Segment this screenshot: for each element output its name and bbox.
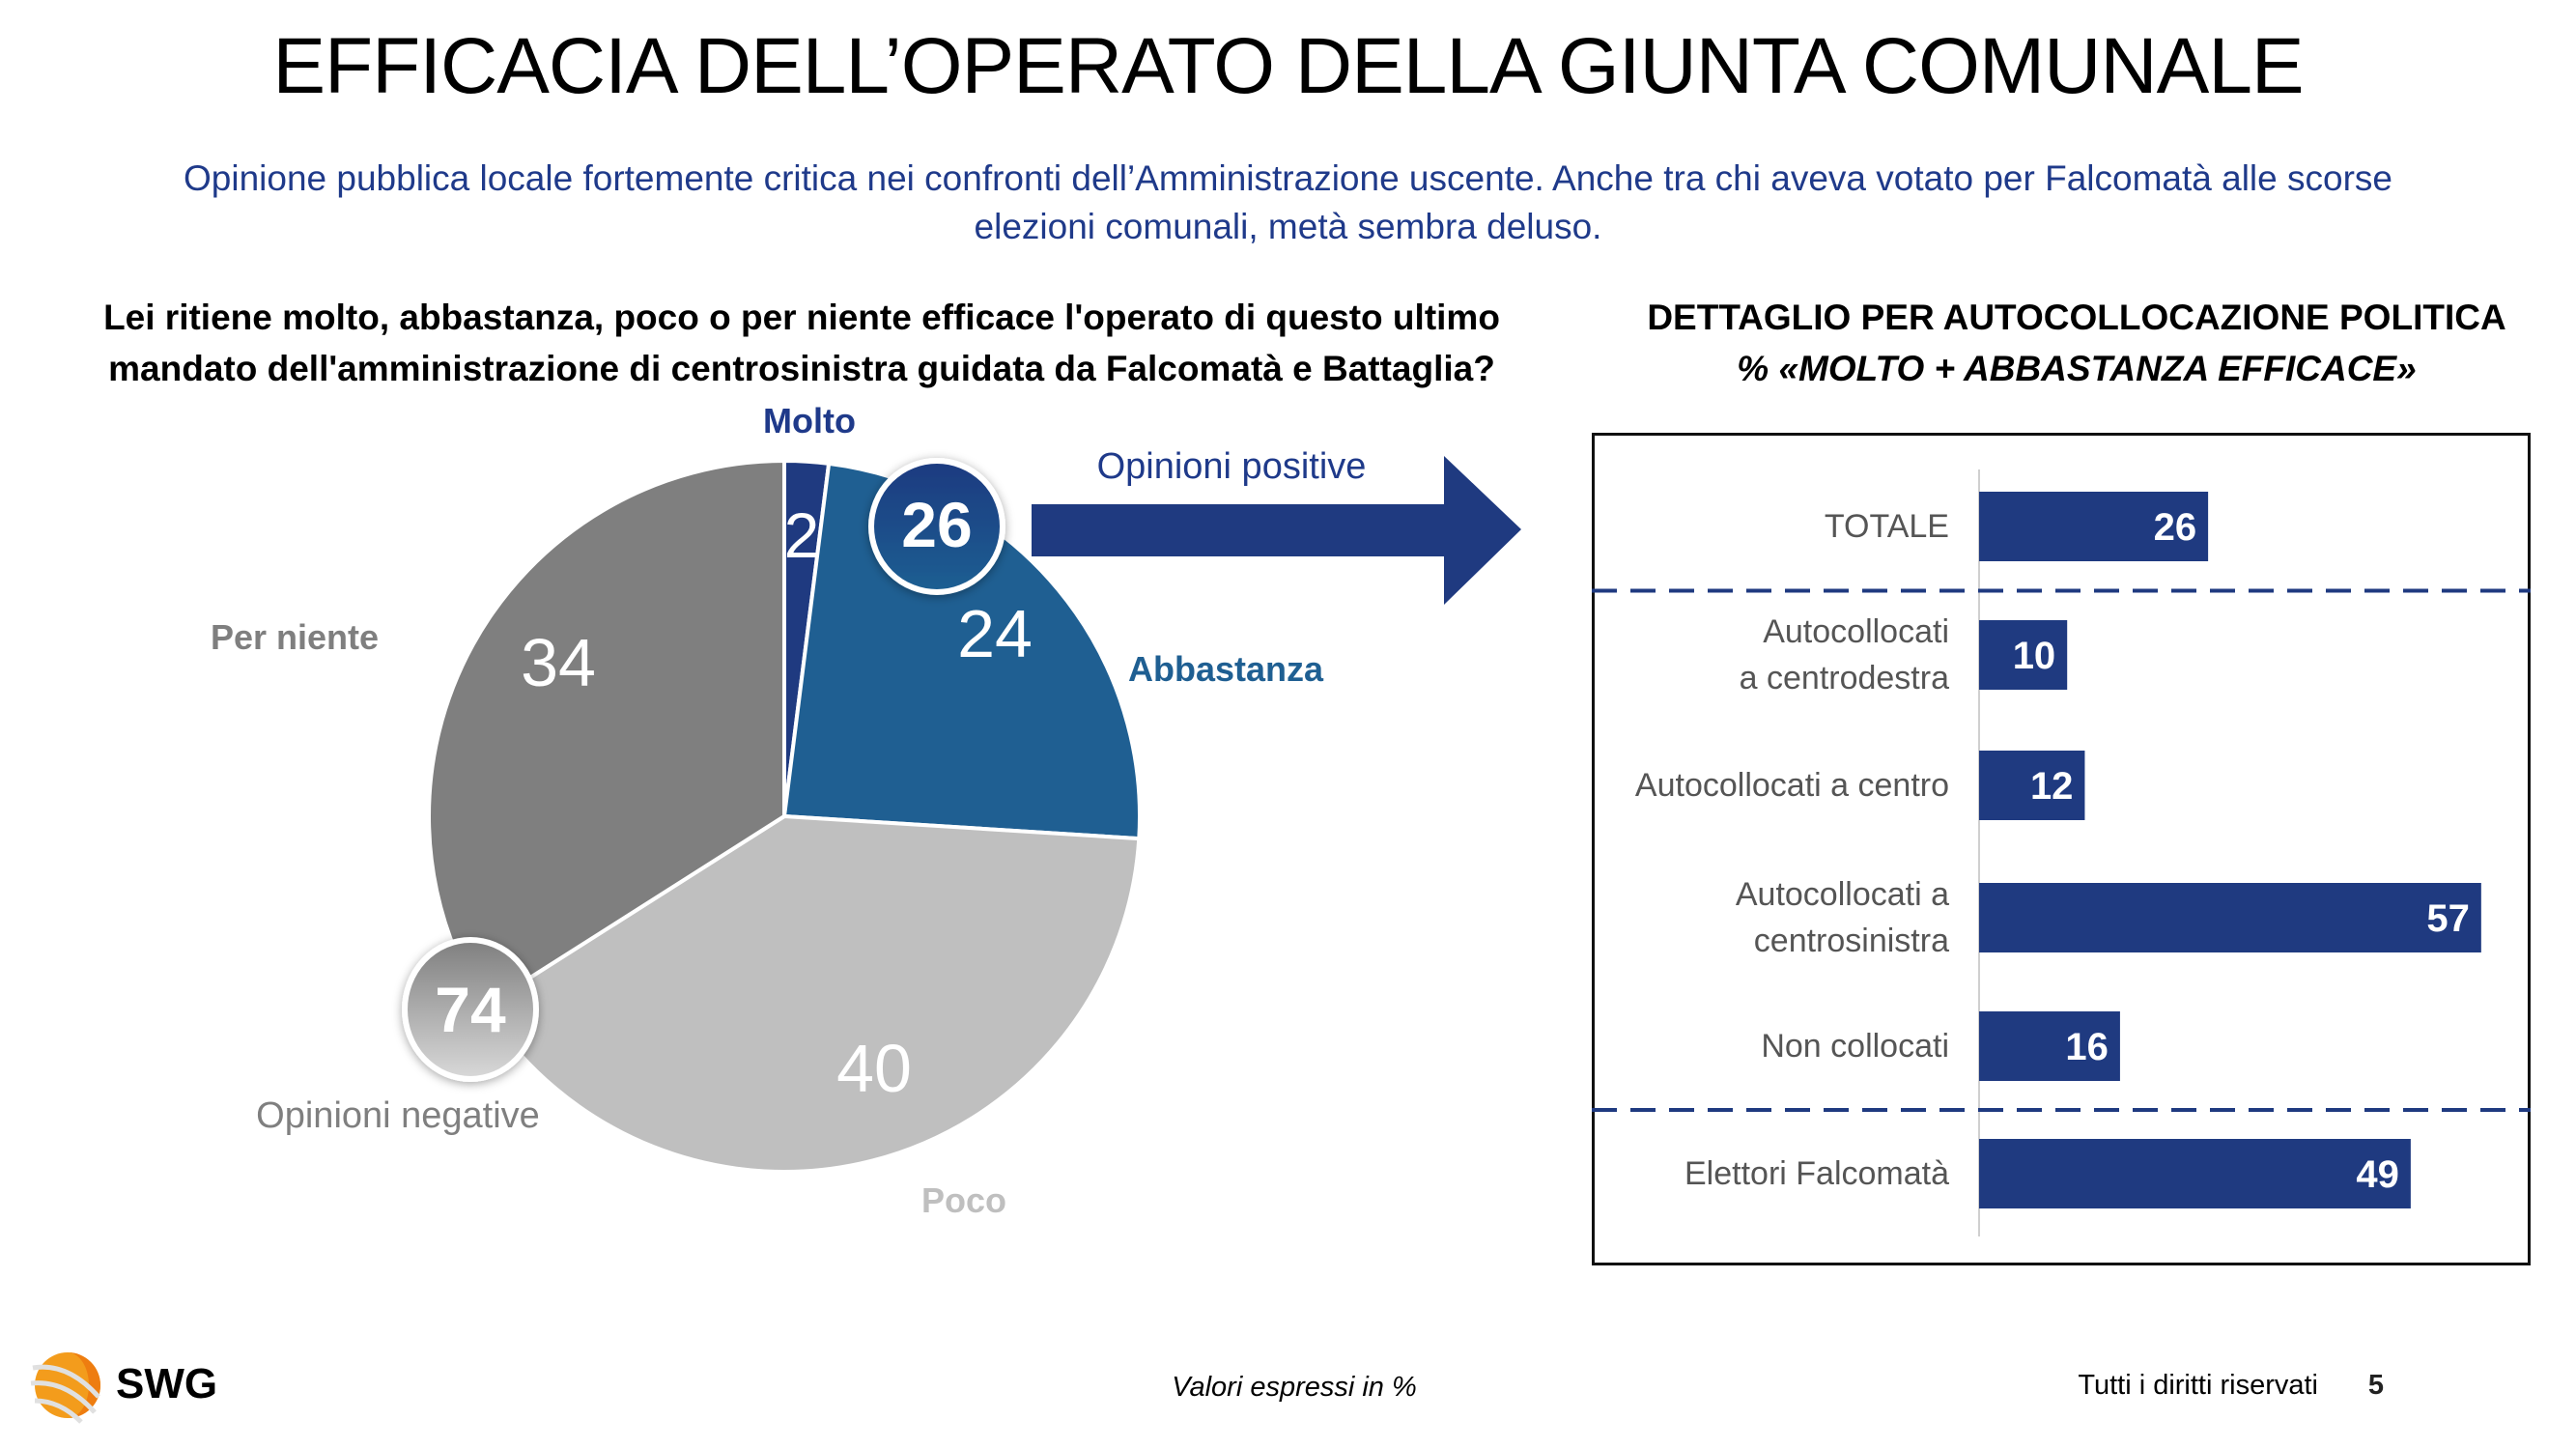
bar-value-label: 26 [2154, 506, 2197, 549]
bar-value-label: 16 [2065, 1026, 2109, 1068]
bar [1979, 883, 2481, 952]
bar-category-label-line: Autocollocati a [1735, 876, 1949, 913]
swg-logo-text: SWG [116, 1360, 218, 1407]
bar-category-label: Non collocati [1592, 1023, 1949, 1069]
bar-category-label: Elettori Falcomatà [1592, 1151, 1949, 1197]
page-number: 5 [2367, 1370, 2385, 1401]
pie-slices [427, 458, 1142, 1174]
bar-value-label: 10 [2013, 635, 2056, 677]
survey-question: Lei ritiene molto, abbastanza, poco o pe… [58, 292, 1545, 394]
bar-separators [1592, 588, 2531, 1112]
bar-category-label: TOTALE [1592, 503, 1949, 550]
question-line-1: Lei ritiene molto, abbastanza, poco o pe… [103, 298, 1500, 337]
subtitle-line-1: Opinione pubblica locale fortemente crit… [184, 158, 2392, 198]
pie-label-molto: Molto [763, 401, 856, 440]
bar-value-label: 49 [2356, 1153, 2399, 1196]
pie-label-poco: Poco [921, 1180, 1006, 1220]
bar-category-label: Autocollocati a centrodestra [1592, 609, 1949, 701]
group-label-positive: Opinioni positive [1097, 446, 1367, 487]
pie-chart: 2 24 40 34 Molto Abbastanza Poco Per niente… [211, 401, 1521, 1220]
bar-value-label: 12 [2030, 765, 2074, 808]
bar [1979, 751, 2085, 820]
pie-slice-per-niente [427, 458, 786, 1009]
bar-value-label: 57 [2426, 897, 2470, 940]
bar-category-label-line: Autocollocati [1763, 613, 1949, 650]
bar [1979, 1011, 2120, 1081]
swg-logo-icon [30, 1352, 100, 1424]
group-badge-negative [402, 937, 539, 1082]
bar-category-labels: TOTALE Autocollocati a centrodestra Autocol… [1592, 433, 1959, 1264]
question-line-2: mandato dell'amministrazione di centrosi… [108, 349, 1495, 388]
bar-category-label-line: Autocollocati a centro [1634, 767, 1949, 804]
bar-category-label: Autocollocati a centrosinistra [1592, 871, 1949, 964]
footer-note: Valori espressi in % [1172, 1372, 1417, 1403]
pie-slice-poco [481, 813, 1142, 1174]
pie-label-per-niente: Per niente [211, 617, 379, 657]
bar [1979, 620, 2068, 690]
detail-bar-chart: 26 10 12 57 16 49 [1592, 469, 2531, 1236]
page-subtitle: Opinione pubblica locale fortemente crit… [77, 155, 2499, 251]
bar-category-label-line: Elettori Falcomatà [1684, 1155, 1949, 1192]
pie-value-label: 34 [521, 625, 596, 700]
bar-category-label-line: TOTALE [1824, 508, 1949, 545]
group-value-negative: 74 [435, 974, 506, 1045]
page-title: EFFICACIA DELL’OPERATO DELLA GIUNTA COMU… [272, 22, 2304, 110]
pie-value-label: 40 [836, 1031, 912, 1106]
group-badge-positive [868, 458, 1005, 595]
pie-value-label: 24 [957, 596, 1033, 671]
detail-title-line-1: DETTAGLIO PER AUTOCOLLOCAZIONE POLITICA [1647, 298, 2506, 337]
pie-value-labels: 2 24 40 34 [521, 499, 1033, 1106]
detail-title-line-2: % «MOLTO + ABBASTANZA EFFICACE» [1737, 349, 2417, 388]
bar-category-label: Autocollocati a centro [1592, 762, 1949, 809]
arrow-right-icon [1032, 456, 1521, 605]
subtitle-line-2: elezioni comunali, metà sembra deluso. [974, 207, 1602, 246]
bar-category-label-line: Non collocati [1761, 1028, 1949, 1065]
pie-label-abbastanza: Abbastanza [1128, 649, 1324, 689]
group-value-positive: 26 [901, 489, 972, 560]
bar-category-label-line: centrosinistra [1753, 923, 1949, 959]
detail-chart-frame [1592, 433, 2531, 1265]
pie-value-label: 2 [784, 499, 820, 571]
bar [1979, 492, 2209, 561]
group-label-negative: Opinioni negative [256, 1095, 540, 1136]
bar-category-label-line: a centrodestra [1739, 660, 1949, 696]
bar [1979, 1139, 2411, 1208]
bar-rects [1979, 492, 2481, 1208]
footer-rights: Tutti i diritti riservati [2078, 1370, 2318, 1401]
detail-chart-title: DETTAGLIO PER AUTOCOLLOCAZIONE POLITICA … [1584, 292, 2569, 394]
bar-values: 26 10 12 57 16 49 [2013, 506, 2470, 1196]
